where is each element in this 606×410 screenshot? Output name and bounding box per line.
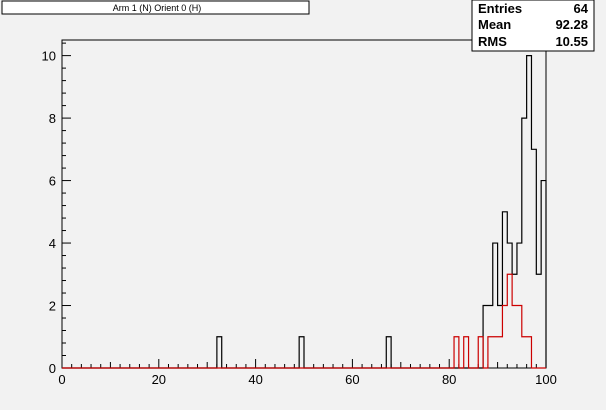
x-tick-label: 100	[535, 372, 557, 387]
y-tick-label: 0	[49, 361, 56, 376]
x-tick-label: 0	[58, 372, 65, 387]
x-tick-label: 20	[152, 372, 166, 387]
title-box: Arm 1 (N) Orient 0 (H)	[1, 0, 310, 15]
stats-rms-label: RMS	[478, 34, 507, 49]
y-tick-label: 4	[49, 236, 56, 251]
y-tick-label: 10	[42, 49, 56, 64]
x-tick-label: 40	[248, 372, 262, 387]
stats-entries-label: Entries	[478, 1, 522, 16]
y-tick-label: 6	[49, 174, 56, 189]
axes: 0 20 40 60 80 100 0 2 4 6 8 10	[42, 42, 557, 387]
stats-mean-label: Mean	[478, 17, 511, 32]
histogram-series-red	[62, 273, 546, 369]
stats-entries-value: 64	[574, 1, 589, 16]
stats-rms-value: 10.55	[555, 34, 588, 49]
y-tick-label: 8	[49, 111, 56, 126]
stats-box: Entries 64 Mean 92.28 RMS 10.55	[471, 0, 595, 52]
chart-title: Arm 1 (N) Orient 0 (H)	[113, 3, 202, 13]
stats-mean-value: 92.28	[555, 17, 588, 32]
y-tick-label: 2	[49, 299, 56, 314]
stats-frame	[471, 0, 595, 52]
x-tick-label: 60	[345, 372, 359, 387]
x-tick-label: 80	[442, 372, 456, 387]
title-frame	[1, 0, 310, 15]
series-layer	[62, 55, 547, 369]
